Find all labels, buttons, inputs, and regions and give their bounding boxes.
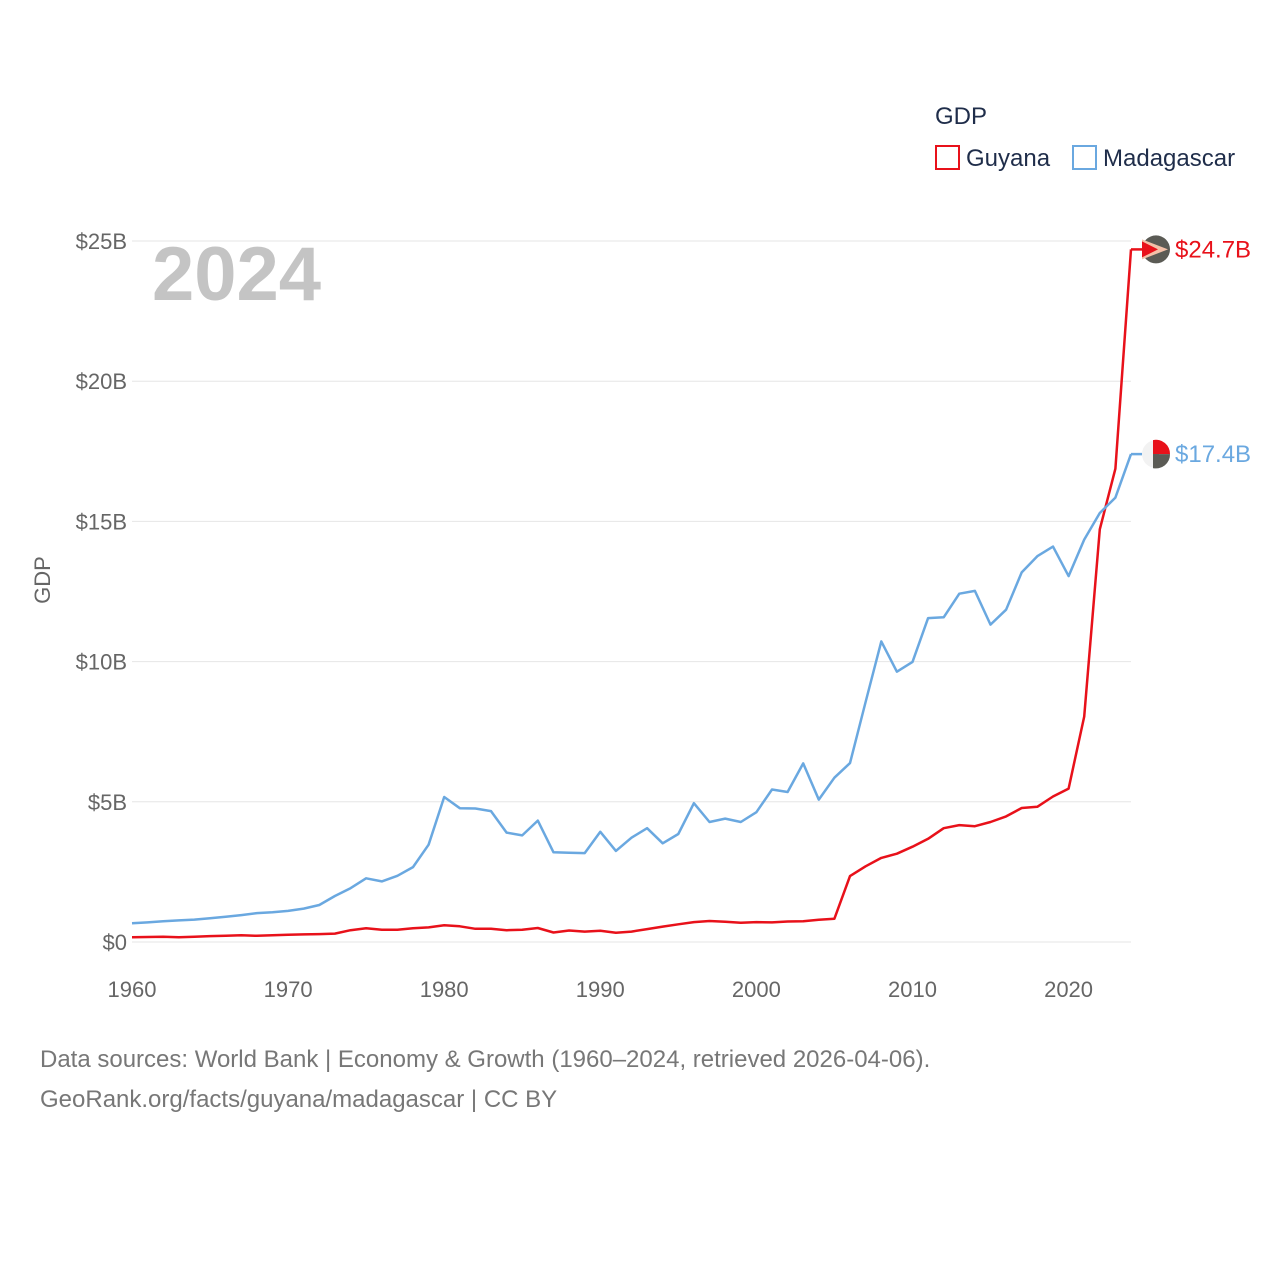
y-tick-label: $5B (88, 790, 127, 815)
series-layer (131, 248, 1142, 939)
x-tick-label: 1960 (108, 977, 157, 1002)
series-line-guyana[interactable] (131, 249, 1133, 939)
x-tick-label: 2010 (888, 977, 937, 1002)
x-tick-label: 1980 (420, 977, 469, 1002)
y-tick-label: $15B (76, 509, 127, 534)
legend-label-madagascar: Madagascar (1103, 145, 1235, 172)
legend-item-guyana[interactable]: Guyana (935, 145, 1051, 172)
end-value-label-guyana: $24.7B (1175, 236, 1251, 263)
footer-attribution[interactable]: GeoRank.org/facts/guyana/madagascar | CC… (40, 1086, 558, 1113)
x-tick-label: 2020 (1044, 977, 1093, 1002)
legend-swatch-madagascar (1072, 145, 1097, 170)
end-value-label-madagascar: $17.4B (1175, 441, 1251, 468)
y-tick-label: $20B (76, 369, 127, 394)
flag-marker-madagascar (1142, 439, 1171, 469)
x-axis-ticks: 1960 1970 1980 1990 2000 2010 2020 (108, 977, 1094, 1002)
flag-marker-guyana (1142, 235, 1170, 264)
grid-layer (132, 240, 1131, 943)
y-axis-ticks: $0 $5B $10B $15B $20B $25B (76, 229, 127, 955)
legend-title: GDP (935, 103, 987, 130)
y-tick-label: $25B (76, 229, 127, 254)
flag-dark-band-fill (1153, 454, 1159, 469)
x-tick-label: 1970 (264, 977, 313, 1002)
flag-red-band (1153, 439, 1171, 455)
x-tick-label: 1990 (576, 977, 625, 1002)
legend: GDP Guyana Madagascar (935, 103, 1235, 172)
flag-arrow-inner (1142, 241, 1158, 258)
year-label: 2024 (152, 232, 321, 317)
y-axis-title: GDP (30, 556, 55, 604)
x-tick-label: 2000 (732, 977, 781, 1002)
y-tick-label: $10B (76, 650, 127, 675)
legend-label-guyana: Guyana (966, 145, 1051, 172)
y-tick-label: $0 (103, 930, 127, 955)
end-markers: $24.7B $17.4B (1142, 235, 1251, 469)
series-line-madagascar[interactable] (131, 453, 1133, 925)
footer-source: Data sources: World Bank | Economy & Gro… (40, 1046, 931, 1073)
legend-item-madagascar[interactable]: Madagascar (1072, 145, 1235, 172)
legend-swatch-guyana (935, 145, 960, 170)
